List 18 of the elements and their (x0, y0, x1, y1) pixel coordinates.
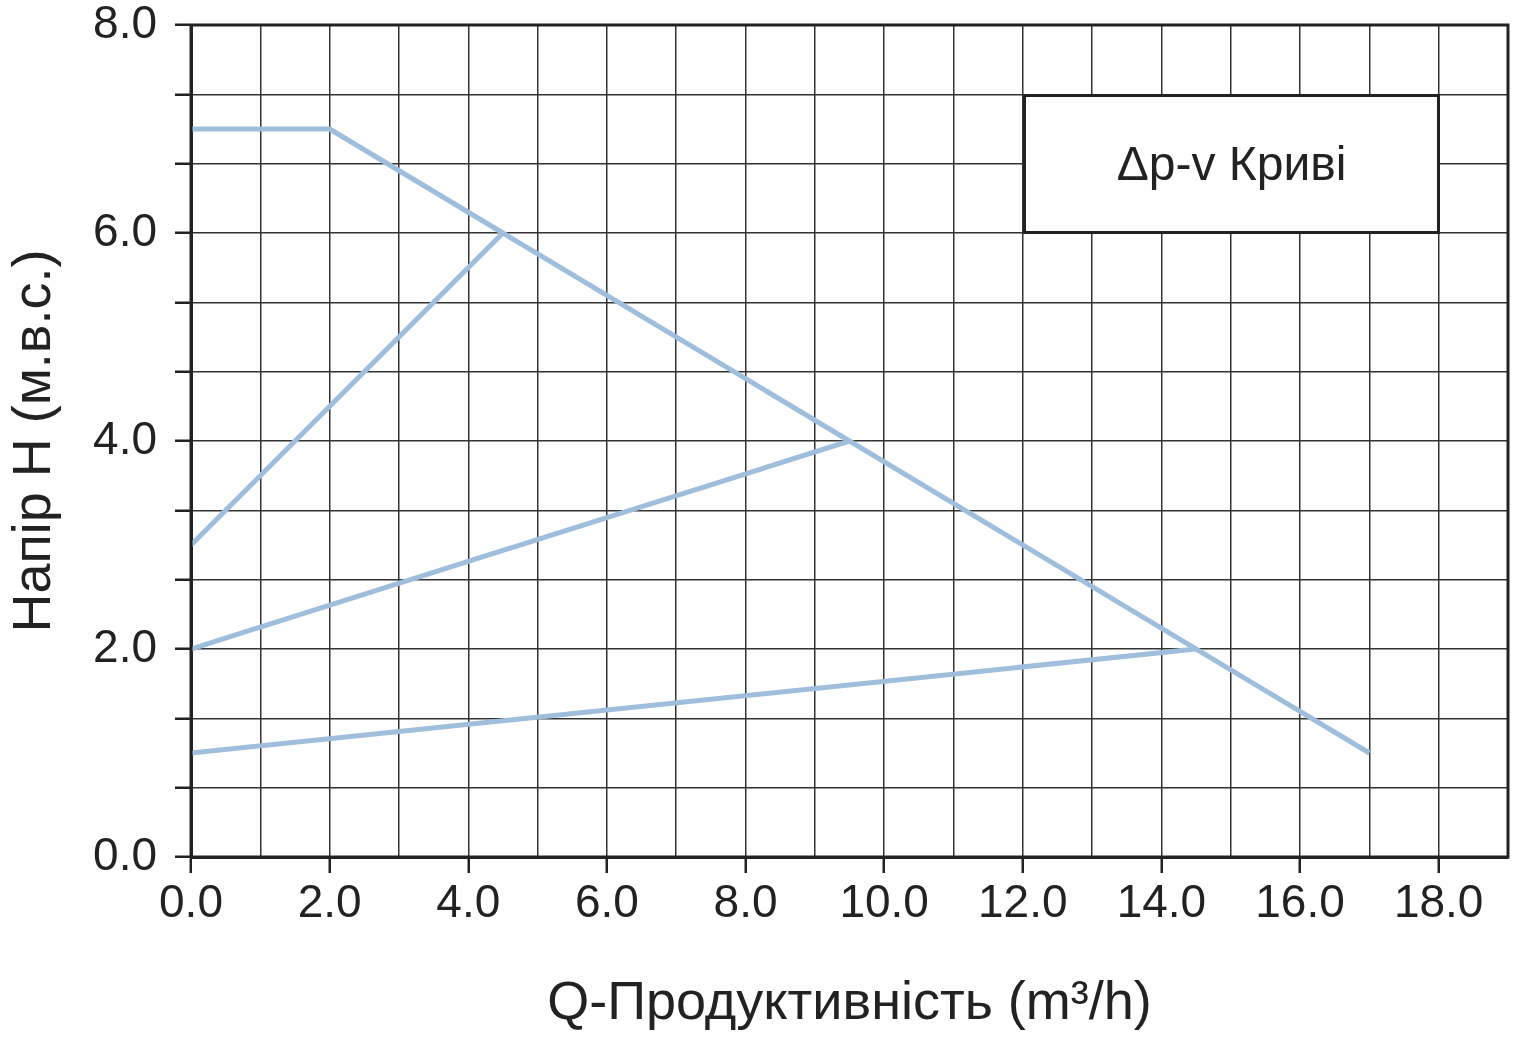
x-tick-label: 0.0 (159, 875, 223, 928)
y-axis-title: Напір Н (м.в.с.) (1, 249, 62, 633)
x-tick-label: 10.0 (839, 875, 929, 928)
y-tick-label: 4.0 (93, 411, 157, 464)
x-tick-label: 12.0 (978, 875, 1068, 928)
x-tick-label: 4.0 (436, 875, 501, 928)
x-tick-label: 2.0 (297, 875, 362, 928)
x-axis-title: Q-Продуктивність (m³/h) (547, 970, 1152, 1031)
y-tick-label: 2.0 (93, 619, 157, 672)
x-tick-label: 18.0 (1393, 875, 1484, 928)
x-tick-label: 8.0 (713, 875, 778, 928)
x-tick-label: 16.0 (1255, 875, 1345, 928)
y-tick-label: 6.0 (93, 203, 157, 256)
text: Δp-v Криві (1116, 136, 1347, 191)
x-tick-label: 6.0 (574, 875, 639, 928)
y-tick-label: 8.0 (93, 0, 157, 48)
y-tick-label: 0.0 (93, 827, 157, 880)
x-tick-label: 14.0 (1116, 875, 1207, 928)
